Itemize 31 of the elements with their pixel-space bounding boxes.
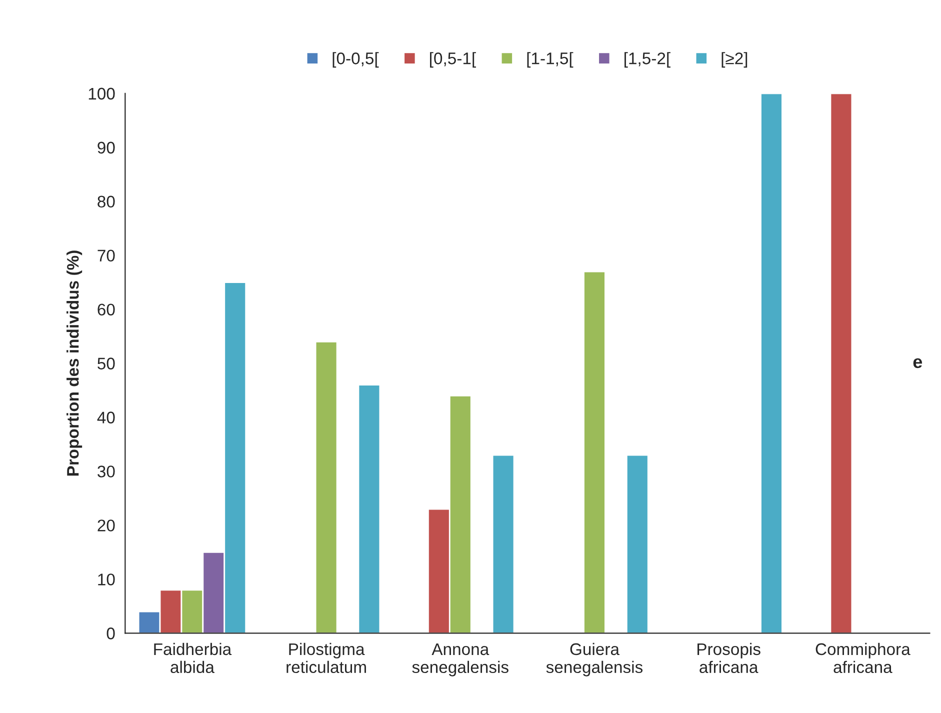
y-tick-label: 70: [98, 250, 115, 262]
legend-label: [≥2]: [722, 52, 748, 68]
y-tick-label: 50: [98, 358, 115, 370]
legend-label: [1-1,5[: [527, 52, 574, 68]
x-tick-label: Prosopis africana: [698, 642, 760, 674]
bar: [830, 93, 853, 634]
y-tick-label: 20: [98, 520, 115, 532]
bar: [760, 93, 783, 634]
legend-label: [0,5-1[: [430, 52, 476, 68]
y-tick-label: 0: [106, 628, 115, 640]
x-tick-label: Faidherbia albida: [154, 642, 232, 674]
x-tick-label: Guiera senegalensis: [546, 642, 643, 676]
bar: [492, 454, 515, 634]
annotation: e: [913, 358, 922, 368]
legend-label: [1,5-2[: [624, 52, 670, 68]
bar: [314, 340, 338, 634]
x-tick-label: Commiphora africana: [816, 642, 910, 674]
y-tick-label: 100: [88, 88, 115, 100]
bar: [358, 384, 381, 634]
y-tick-label: 80: [98, 196, 115, 208]
y-tick-label: 90: [98, 142, 115, 154]
x-tick-label: Annona senegalensis: [412, 643, 508, 676]
y-axis-title: Proportion des individus (%): [66, 250, 82, 476]
x-tick-label: Pilostigma reticulatum: [286, 642, 366, 674]
bar: [626, 454, 649, 634]
y-tick-label: 60: [98, 304, 115, 316]
y-tick-label: 30: [98, 466, 115, 478]
bar: [583, 270, 606, 634]
legend-label: [0-0,5[: [332, 52, 379, 68]
y-tick-label: 10: [98, 574, 115, 586]
y-tick-label: 40: [97, 412, 115, 424]
